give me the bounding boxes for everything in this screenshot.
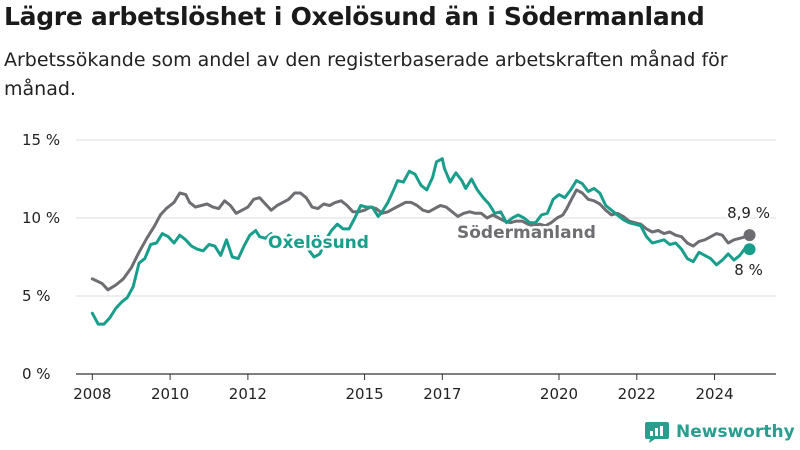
series-line-sodermanland: [90, 188, 752, 292]
series-name-sodermanland: Södermanland: [457, 223, 596, 243]
y-tick-label: 5 %: [22, 287, 51, 305]
brand-logo: Newsworthy: [644, 420, 795, 444]
x-tick-label: 2012: [229, 385, 267, 403]
x-tick-label: 2015: [345, 385, 383, 403]
x-tick-label: 2008: [73, 385, 111, 403]
x-tick-label: 2010: [151, 385, 189, 403]
brand-name: Newsworthy: [676, 422, 795, 442]
x-tick-label: 2020: [540, 385, 578, 403]
y-tick-label: 15 %: [22, 131, 60, 149]
chart-subtitle: Arbetssökande som andel av den registerb…: [4, 49, 728, 100]
y-tick-label: 10 %: [22, 209, 60, 227]
axis-layer: 0 % 5 % 10 % 15 % 2008 2010 2012 2015 2017 2020 20…: [22, 131, 734, 403]
x-tick-label: 2017: [423, 385, 461, 403]
x-tick-label: 2024: [695, 385, 733, 403]
grid-layer: [76, 139, 776, 375]
series-name-oxelosund: Oxelösund: [268, 233, 369, 253]
end-value-label-oxelosund: 8 %: [734, 261, 763, 279]
x-tick-label: 2022: [618, 385, 656, 403]
end-value-label-sodermanland: 8,9 %: [727, 204, 770, 222]
series-line-oxelosund: [90, 157, 752, 326]
chart-title: Lägre arbetslöshet i Oxelösund än i Söde…: [4, 2, 705, 31]
y-tick-label: 0 %: [22, 365, 51, 383]
series-end-dot-oxelosund: [743, 243, 756, 256]
series-layer: [90, 157, 756, 326]
series-end-dot-sodermanland: [743, 229, 756, 242]
label-layer: Oxelösund Södermanland 8,9 % 8 %: [266, 202, 773, 281]
newsworthy-logo-icon: [645, 422, 669, 443]
